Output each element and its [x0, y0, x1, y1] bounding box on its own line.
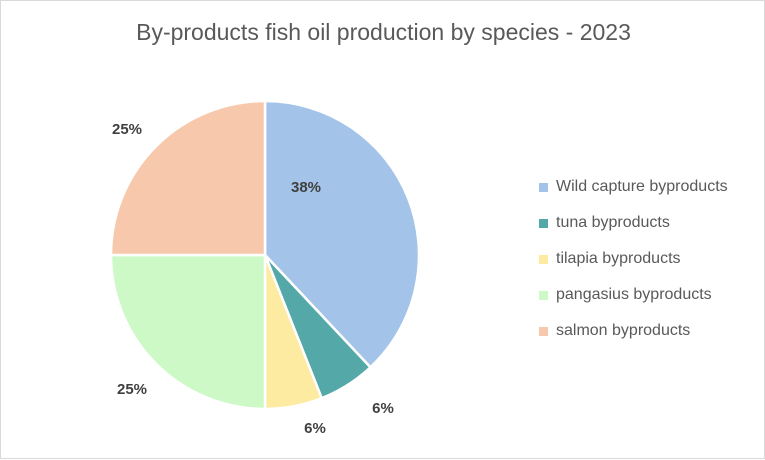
legend: Wild capture byproducts tuna byproducts ti… — [539, 169, 728, 349]
legend-label: salmon byproducts — [556, 322, 691, 339]
legend-swatch — [539, 218, 548, 228]
legend-swatch — [539, 290, 548, 300]
legend-swatch — [539, 326, 548, 336]
pie-slice-wild-capture-byproducts — [263, 99, 421, 370]
chart-title: By-products fish oil production by speci… — [136, 19, 631, 45]
data-label-tilapia-byproducts: 6% — [304, 420, 326, 437]
data-label-pangasius-byproducts: 25% — [117, 381, 147, 398]
legend-swatch — [539, 254, 548, 264]
pie-slice-pangasius-byproducts — [109, 253, 267, 411]
data-label-tuna-byproducts: 6% — [372, 400, 394, 417]
data-label-salmon-byproducts: 25% — [112, 121, 142, 138]
legend-item-tilapia-byproducts: tilapia byproducts — [539, 241, 728, 277]
legend-swatch — [539, 182, 548, 192]
legend-item-salmon-byproducts: salmon byproducts — [539, 313, 728, 349]
data-label-wild-capture-byproducts: 38% — [291, 179, 321, 196]
legend-item-tuna-byproducts: tuna byproducts — [539, 205, 728, 241]
legend-label: Wild capture byproducts — [556, 178, 728, 195]
legend-item-pangasius-byproducts: pangasius byproducts — [539, 277, 728, 313]
pie-slice-salmon-byproducts — [109, 99, 267, 257]
legend-label: tilapia byproducts — [556, 250, 681, 267]
legend-item-wild-capture-byproducts: Wild capture byproducts — [539, 169, 728, 205]
legend-label: tuna byproducts — [556, 214, 670, 231]
legend-label: pangasius byproducts — [556, 286, 712, 303]
